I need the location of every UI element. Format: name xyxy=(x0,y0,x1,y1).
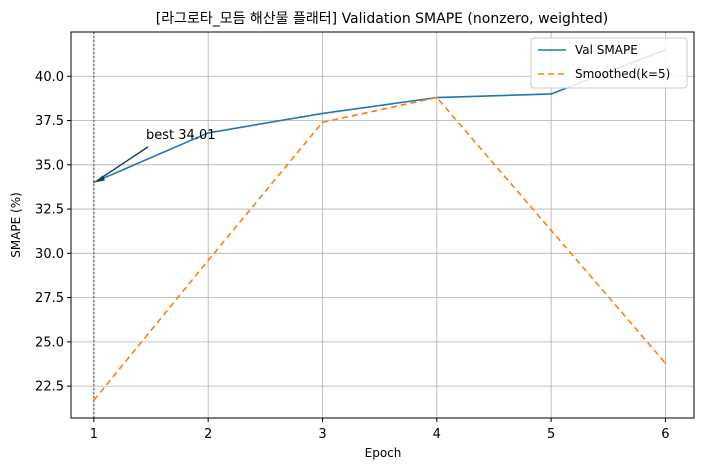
series-line-1 xyxy=(93,96,667,401)
chart-title: [라그로타_모듬 해산물 플래터] Validation SMAPE (nonz… xyxy=(156,11,609,27)
series-0-point xyxy=(92,181,95,184)
y-axis-label: SMAPE (%) xyxy=(9,192,23,258)
x-tick-label: 3 xyxy=(318,427,326,442)
y-tick-label: 32.5 xyxy=(35,203,64,218)
legend-label-val-smape: Val SMAPE xyxy=(575,43,638,57)
annotation-arrowhead xyxy=(94,175,105,183)
y-tick-label: 35.0 xyxy=(35,158,64,173)
x-tick-label: 4 xyxy=(433,427,441,442)
series-1-point xyxy=(550,229,553,232)
x-axis: 1 2 3 4 5 6 xyxy=(90,418,670,442)
x-axis-label: Epoch xyxy=(365,446,402,460)
y-tick-label: 30.0 xyxy=(35,247,64,262)
series-1-point xyxy=(321,121,324,124)
annotation: best 34.01 xyxy=(94,128,215,183)
y-tick-label: 40.0 xyxy=(35,70,64,85)
legend: Val SMAPE Smoothed(k=5) xyxy=(530,37,688,89)
series-1-point xyxy=(664,362,667,365)
series-0-point xyxy=(550,93,553,95)
y-axis: 22.5 25.0 27.5 30.0 32.5 35.0 37.5 40.0 xyxy=(35,70,71,395)
x-tick-label: 6 xyxy=(661,427,669,442)
series-1-point xyxy=(207,259,210,262)
x-tick-label: 1 xyxy=(90,427,98,442)
x-tick-label: 5 xyxy=(547,427,555,442)
y-tick-label: 37.5 xyxy=(35,114,64,129)
plot-area xyxy=(70,31,695,419)
series-layer xyxy=(92,48,667,402)
series-1-point xyxy=(92,399,95,402)
series-0-point xyxy=(321,112,324,115)
grid xyxy=(71,32,694,418)
legend-label-smoothed: Smoothed(k=5) xyxy=(575,67,670,81)
annotation-arrow xyxy=(96,146,149,182)
y-tick-label: 27.5 xyxy=(35,291,64,306)
series-0-point xyxy=(207,132,210,134)
x-tick-label: 2 xyxy=(204,427,212,442)
y-tick-label: 25.0 xyxy=(35,335,64,350)
y-tick-label: 22.5 xyxy=(35,380,64,395)
series-1-point xyxy=(435,96,438,99)
annotation-label: best 34.01 xyxy=(146,128,215,143)
